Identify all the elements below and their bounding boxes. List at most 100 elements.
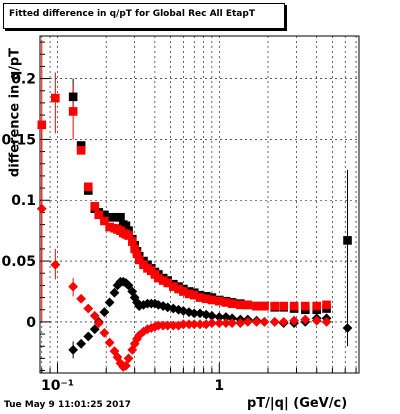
data-point-square <box>179 287 188 296</box>
data-point-square <box>169 282 178 291</box>
data-point-square <box>100 216 109 226</box>
data-point-diamond <box>242 317 253 327</box>
data-point-square <box>189 290 199 300</box>
axes <box>39 35 360 374</box>
data-point-diamond <box>321 317 332 327</box>
data-point-square <box>163 278 173 288</box>
data-point-square <box>214 296 224 306</box>
data-point-square <box>90 202 100 211</box>
data-point-square <box>51 93 60 103</box>
data-point-diamond <box>269 317 280 327</box>
data-point-square <box>132 249 142 259</box>
data-point-diamond <box>89 324 100 335</box>
data-point-diamond <box>195 319 205 330</box>
data-point-diamond <box>36 203 47 214</box>
data-point-diamond <box>206 310 217 321</box>
data-point-diamond <box>138 326 149 337</box>
data-point-square <box>121 221 131 231</box>
title-box: Fitted difference in q/pT for Global Rec… <box>3 3 285 29</box>
data-point-square <box>279 301 288 311</box>
data-point-square <box>83 182 93 192</box>
y-tick-label: 0.05 <box>1 254 36 270</box>
data-point-diamond <box>173 304 184 315</box>
data-point-diamond <box>342 323 353 333</box>
data-point-diamond <box>83 303 94 314</box>
data-point-diamond <box>115 358 126 369</box>
data-point-diamond <box>184 319 194 330</box>
data-point-square <box>154 273 163 283</box>
data-point-square <box>76 146 86 155</box>
data-point-diamond <box>221 318 231 329</box>
data-point-square <box>207 295 217 305</box>
data-point-square <box>124 231 133 240</box>
data-point-diamond <box>235 318 246 329</box>
data-point-diamond <box>104 297 115 308</box>
plot-frame <box>39 35 360 374</box>
data-point-diamond <box>104 337 115 348</box>
data-point-square <box>100 210 109 220</box>
data-point-square <box>252 301 261 311</box>
data-point-diamond <box>214 312 225 322</box>
data-point-square <box>68 107 78 116</box>
data-point-diamond <box>214 318 225 329</box>
footer-timestamp: Tue May 9 11:01:25 2017 <box>4 400 131 410</box>
x-tick-label: 1 <box>214 378 224 394</box>
data-point-diamond <box>259 317 270 327</box>
data-point-square <box>127 237 137 246</box>
data-point-diamond <box>50 259 61 270</box>
data-point-square <box>184 289 194 299</box>
data-point-diamond <box>201 319 212 330</box>
y-axis-label: difference in q/pT <box>7 47 23 178</box>
data-point-diamond <box>189 319 200 330</box>
data-point-diamond <box>129 338 140 349</box>
data-point-diamond <box>99 307 110 318</box>
data-point-square <box>37 120 47 130</box>
data-point-diamond <box>311 315 322 326</box>
data-point-diamond <box>121 360 131 371</box>
data-point-diamond <box>251 317 262 327</box>
data-point-diamond <box>300 314 311 325</box>
data-point-diamond <box>142 324 153 335</box>
data-point-diamond <box>83 331 94 342</box>
data-point-diamond <box>127 286 138 297</box>
y-tick-label: 0.15 <box>1 132 36 148</box>
data-point-diamond <box>123 353 134 364</box>
data-point-square <box>243 300 253 310</box>
data-point-square <box>236 300 245 310</box>
data-point-square <box>116 212 125 222</box>
data-point-square <box>289 301 299 311</box>
data-point-square <box>174 284 183 294</box>
data-point-diamond <box>109 287 120 298</box>
data-point-square <box>76 141 86 150</box>
data-point-square <box>260 301 269 311</box>
data-point-square <box>300 301 310 311</box>
data-point-square <box>158 276 168 285</box>
y-tick-label: 0 <box>26 315 36 331</box>
data-point-diamond <box>178 306 189 316</box>
data-point-diamond <box>184 307 194 318</box>
data-point-diamond <box>189 308 200 319</box>
data-point-square <box>343 236 352 245</box>
data-point-square <box>94 210 104 220</box>
data-point-square <box>312 301 322 311</box>
x-tick-label: 10⁻¹ <box>41 378 74 394</box>
grid-lines <box>40 36 359 373</box>
tick-labels: 0 0.05 0.1 0.15 0.2 10⁻¹ 1 <box>1 72 224 394</box>
data-point-diamond <box>127 344 138 355</box>
data-point-diamond <box>132 297 142 308</box>
y-tick-label: 0.1 <box>11 193 36 209</box>
data-point-diamond <box>89 310 100 321</box>
data-point-diamond <box>76 338 87 349</box>
data-point-square <box>105 222 114 232</box>
data-point-square <box>105 212 114 222</box>
data-point-square <box>221 298 231 307</box>
y-tick-label: 0.2 <box>11 72 36 88</box>
data-point-diamond <box>68 344 79 355</box>
data-point-diamond <box>195 308 205 319</box>
data-point-square <box>322 300 331 310</box>
data-point-diamond <box>109 346 120 357</box>
chart-title: Fitted difference in q/pT for Global Rec… <box>9 9 255 19</box>
data-point-diamond <box>76 293 87 304</box>
data-point-square <box>134 255 144 265</box>
